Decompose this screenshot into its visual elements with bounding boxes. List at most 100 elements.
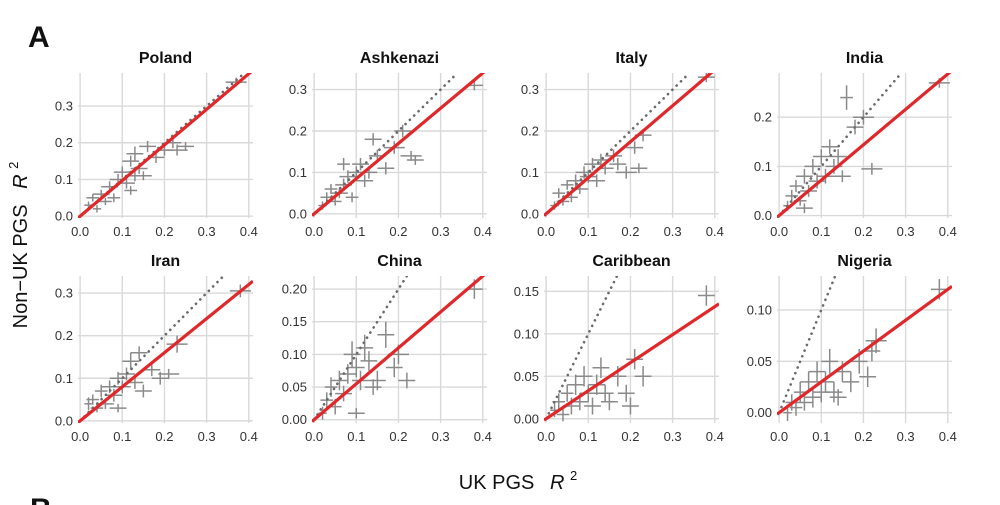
data-point: [143, 363, 161, 377]
y-tick-label: 0.3: [521, 82, 539, 97]
data-point: [360, 351, 378, 371]
x-tick-label: 0.2: [389, 429, 407, 444]
data-point: [86, 394, 100, 405]
x-tick-label: 0.4: [240, 429, 258, 444]
x-axis-title: UK PGS R 2: [459, 468, 577, 494]
data-point: [800, 371, 818, 393]
data-point: [785, 189, 799, 202]
x-tick-label: 0.4: [474, 429, 492, 444]
plot-area: [777, 276, 952, 421]
facet-poland: 0.0 0.1 0.2 0.3 0.4 0.0 0.1 0.2 0.3 Poland: [55, 50, 258, 239]
data-point: [99, 197, 112, 206]
data-point: [840, 85, 853, 110]
facet-title: Caribbean: [592, 253, 670, 270]
x-tick-label: 0.2: [854, 429, 872, 444]
data-point: [584, 397, 601, 415]
identity-line: [777, 73, 903, 217]
data-point: [356, 334, 374, 361]
data-point: [609, 157, 627, 171]
y-tick-label: 0.1: [55, 172, 73, 187]
data-point: [368, 370, 386, 391]
x-tick-label: 0.3: [198, 224, 216, 239]
fit-line: [777, 73, 952, 218]
x-tick-label: 0.1: [113, 224, 131, 239]
facet-title: Nigeria: [837, 253, 891, 270]
x-tick-label: 0.2: [621, 224, 639, 239]
x-tick-label: 0.1: [579, 429, 597, 444]
fit-line: [312, 73, 486, 217]
y-tick-label: 0.2: [55, 328, 73, 343]
data-point: [821, 348, 839, 374]
plot-area: [312, 276, 486, 423]
data-point: [615, 166, 637, 179]
data-point: [592, 357, 610, 378]
data-point: [861, 162, 883, 175]
y-tick-label: 0.1: [521, 165, 539, 180]
x-tick-label: 0.0: [770, 224, 788, 239]
fit-line: [777, 284, 952, 416]
data-point: [829, 389, 847, 406]
data-point: [833, 170, 851, 183]
x-tick-label: 0.0: [305, 429, 323, 444]
data-point: [92, 205, 102, 213]
data-point: [560, 179, 574, 190]
panel-letter-a: A: [28, 21, 50, 54]
data-point: [356, 174, 374, 187]
data-point: [177, 142, 194, 151]
data-point: [812, 149, 830, 164]
y-tick-label: 0.0: [55, 413, 73, 428]
y-tick-label: 0.05: [514, 369, 539, 384]
facet-nigeria: 0.0 0.1 0.2 0.3 0.4 0.00 0.05 0.10 Nigeria: [747, 253, 957, 444]
identity-line: [544, 276, 619, 421]
x-tick-label: 0.0: [71, 429, 89, 444]
data-point: [406, 155, 424, 165]
x-tick-label: 0.3: [897, 224, 915, 239]
x-tick-label: 0.0: [71, 224, 89, 239]
x-tick-label: 0.4: [240, 224, 258, 239]
y-tick-label: 0.1: [55, 371, 73, 386]
x-tick-label: 0.1: [347, 224, 365, 239]
x-tick-label: 0.0: [537, 429, 555, 444]
data-point: [821, 139, 839, 155]
data-point: [122, 352, 140, 370]
x-tick-label: 0.4: [939, 224, 957, 239]
identity-line: [312, 73, 459, 216]
y-tick-label: 0.2: [289, 124, 307, 139]
x-tick-label: 0.4: [939, 429, 957, 444]
y-tick-label: 0.0: [55, 209, 73, 224]
y-axis-title-sup: 2: [6, 162, 21, 169]
fit-line: [544, 73, 714, 217]
identity-line: [78, 276, 225, 423]
x-tick-label: 0.3: [432, 224, 450, 239]
x-tick-label: 0.2: [854, 224, 872, 239]
data-point: [795, 203, 813, 214]
data-point: [634, 366, 652, 387]
identity-line: [312, 276, 409, 422]
plot-area: [312, 73, 486, 217]
data-point: [398, 372, 416, 389]
y-tick-label: 0.3: [55, 286, 73, 301]
x-tick-label: 0.3: [664, 429, 682, 444]
x-tick-label: 0.4: [474, 224, 492, 239]
y-tick-label: 0.15: [282, 314, 307, 329]
x-tick-label: 0.2: [155, 224, 173, 239]
x-tick-label: 0.1: [347, 429, 365, 444]
plot-area: [544, 276, 719, 422]
data-point: [617, 384, 635, 402]
x-tick-label: 0.4: [706, 429, 724, 444]
x-tick-label: 0.2: [621, 429, 639, 444]
data-point: [377, 162, 395, 175]
y-tick-label: 0.10: [747, 302, 772, 317]
data-point: [337, 157, 350, 171]
data-point: [343, 341, 361, 368]
data-point: [825, 381, 843, 403]
x-tick-label: 0.1: [579, 224, 597, 239]
y-tick-label: 0.20: [282, 282, 307, 297]
x-tick-label: 0.3: [664, 224, 682, 239]
plot-area: [78, 73, 253, 218]
facet-title: Iran: [151, 253, 180, 270]
data-point: [622, 397, 639, 415]
data-point: [552, 188, 566, 199]
x-axis-title-sup: 2: [570, 468, 577, 483]
x-tick-label: 0.3: [897, 429, 915, 444]
